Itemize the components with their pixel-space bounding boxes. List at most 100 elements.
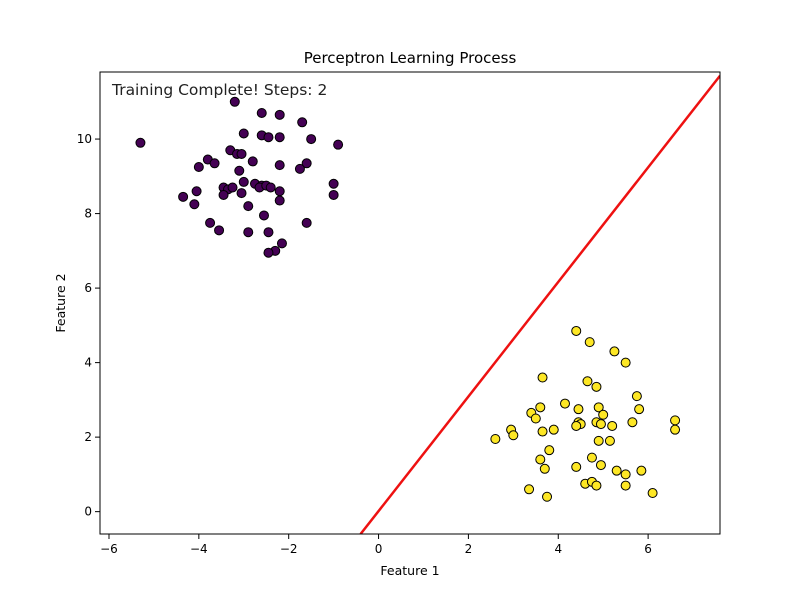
data-point-class-1 [490,433,501,444]
x-tick-label: 2 [465,542,473,556]
data-point-class-1 [539,463,550,474]
x-axis-label: Feature 1 [380,563,439,578]
data-points-layer [135,96,681,502]
data-point-class-0 [193,162,204,173]
data-point-class-1 [573,404,584,415]
plot-frame [99,71,721,535]
data-point-class-0 [274,160,285,171]
data-point-class-1 [611,465,622,476]
data-point-class-1 [535,454,546,465]
data-point-class-1 [508,430,519,441]
data-point-class-1 [582,376,593,387]
x-tick-label: −4 [190,542,208,556]
data-point-class-0 [135,137,146,148]
data-point-class-0 [236,148,247,159]
data-point-class-0 [238,176,249,187]
y-axis-label: Feature 2 [53,273,68,332]
data-point-class-1 [607,420,618,431]
data-point-class-0 [229,96,240,107]
data-point-class-1 [544,445,555,456]
data-point-class-1 [670,424,681,435]
y-axis-ticks: 0 2 4 6 8 10 [77,132,100,519]
data-point-class-0 [209,158,220,169]
x-tick-label: 6 [644,542,652,556]
y-tick-label: 4 [84,356,92,370]
data-point-class-0 [214,225,225,236]
data-point-class-0 [243,201,254,212]
data-point-class-1 [609,346,620,357]
data-point-class-1 [586,452,597,463]
data-point-class-1 [584,337,595,348]
data-point-class-1 [595,460,606,471]
data-point-class-0 [274,186,285,197]
data-point-class-0 [328,178,339,189]
decision-boundary-layer [359,74,720,534]
data-point-class-1 [634,404,645,415]
decision-boundary-line [359,74,720,534]
x-tick-label: −2 [280,542,298,556]
data-point-class-0 [274,132,285,143]
data-point-class-1 [542,491,553,502]
y-tick-label: 0 [84,505,92,519]
data-point-class-1 [560,398,570,409]
data-point-class-1 [524,484,535,495]
data-point-class-0 [205,217,216,228]
data-point-class-0 [333,139,344,150]
data-point-class-0 [178,191,189,202]
y-tick-label: 6 [84,281,92,295]
data-point-class-1 [535,402,546,413]
data-point-class-0 [227,182,238,193]
y-tick-label: 2 [84,430,92,444]
data-point-class-0 [189,199,200,210]
data-point-class-0 [263,247,274,258]
data-point-class-0 [274,195,285,206]
data-point-class-0 [265,182,276,193]
training-status-annotation: Training Complete! Steps: 2 [111,81,327,99]
data-point-class-0 [256,107,267,118]
data-point-class-1 [571,461,582,472]
data-point-class-0 [263,227,274,238]
x-tick-label: −6 [100,542,118,556]
data-point-class-0 [238,128,249,139]
data-point-class-0 [328,189,339,200]
data-point-class-0 [301,217,312,228]
x-tick-label: 0 [375,542,383,556]
data-point-class-1 [537,372,548,383]
data-point-class-0 [274,109,285,120]
data-point-class-0 [294,163,305,174]
data-point-class-0 [306,134,317,145]
data-point-class-1 [598,409,609,420]
y-tick-label: 10 [77,132,92,146]
data-point-class-0 [276,238,287,249]
data-point-class-1 [647,488,658,499]
data-point-class-1 [530,413,541,424]
data-point-class-1 [620,469,631,480]
data-point-class-1 [571,325,582,336]
data-point-class-0 [218,189,229,200]
y-tick-label: 8 [84,207,92,221]
data-point-class-1 [537,426,548,437]
data-point-class-1 [620,357,631,368]
data-point-class-0 [236,188,247,199]
chart-title: Perceptron Learning Process [304,49,517,67]
data-point-class-1 [548,424,559,435]
data-point-class-1 [591,381,602,392]
data-point-class-0 [301,158,312,169]
data-point-class-1 [627,417,638,428]
data-point-class-1 [620,480,631,491]
data-point-class-0 [258,210,269,221]
data-point-class-0 [297,117,308,128]
data-point-class-1 [604,435,615,446]
data-point-class-1 [636,465,647,476]
data-point-class-1 [631,391,642,402]
x-tick-label: 4 [554,542,562,556]
data-point-class-0 [191,186,202,197]
data-point-class-0 [263,132,274,143]
data-point-class-0 [247,156,258,167]
data-point-class-1 [591,480,602,491]
data-point-class-1 [593,402,604,413]
data-point-class-1 [571,420,582,431]
data-point-class-1 [595,419,606,430]
data-point-class-0 [243,227,254,238]
